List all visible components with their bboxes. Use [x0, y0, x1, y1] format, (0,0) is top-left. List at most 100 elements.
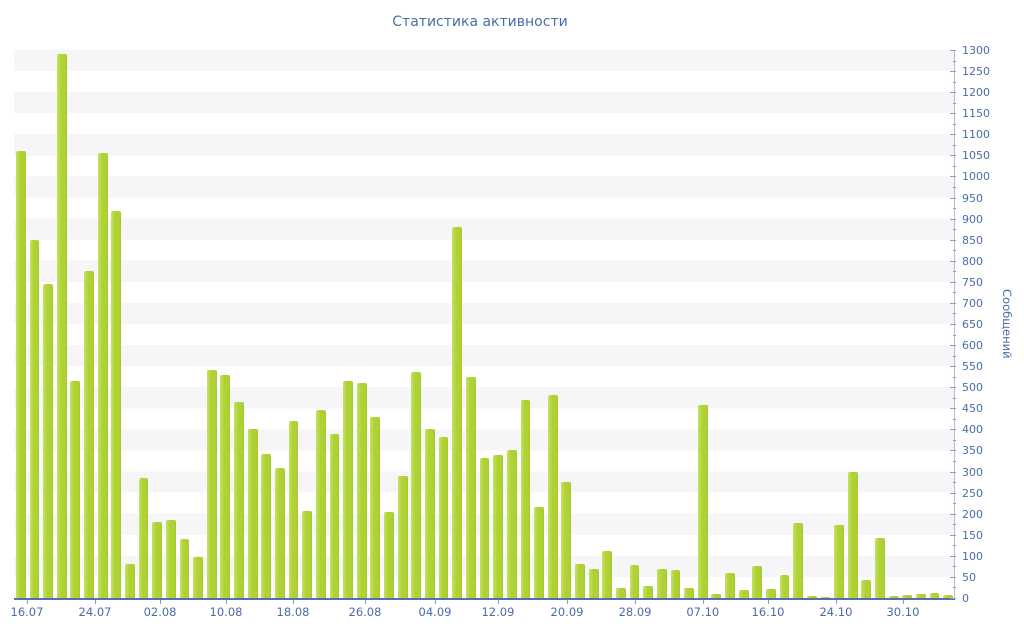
- bar[interactable]: [643, 586, 654, 598]
- bar[interactable]: [15, 150, 26, 598]
- bar[interactable]: [234, 402, 244, 598]
- bar[interactable]: [520, 399, 531, 598]
- bar[interactable]: [861, 579, 872, 598]
- bar[interactable]: [206, 370, 217, 598]
- y-major-tick: [950, 134, 956, 136]
- bar[interactable]: [725, 572, 735, 598]
- y-major-tick: [950, 176, 956, 178]
- bar[interactable]: [56, 54, 67, 598]
- y-minor-tick: [953, 524, 956, 526]
- bar[interactable]: [602, 550, 613, 598]
- y-minor-tick: [953, 208, 956, 210]
- bar[interactable]: [902, 595, 913, 598]
- y-tick-label: 750: [962, 275, 983, 289]
- x-tick-label: 07.10: [686, 605, 720, 619]
- bar[interactable]: [111, 210, 122, 598]
- bar[interactable]: [738, 590, 749, 598]
- y-tick-label: 1100: [962, 128, 990, 142]
- x-tick: [364, 600, 366, 604]
- bar[interactable]: [261, 454, 272, 598]
- bar[interactable]: [943, 595, 954, 598]
- y-minor-tick: [953, 439, 956, 441]
- bar[interactable]: [356, 383, 367, 598]
- bar[interactable]: [834, 525, 844, 598]
- bar[interactable]: [765, 589, 776, 598]
- bar[interactable]: [425, 428, 435, 598]
- y-major-tick: [950, 534, 956, 536]
- x-tick-label: 04.09: [418, 605, 452, 619]
- bar[interactable]: [752, 565, 763, 598]
- bar[interactable]: [506, 450, 517, 598]
- y-tick-label: 1250: [962, 65, 990, 79]
- bar[interactable]: [220, 374, 231, 598]
- x-tick-label: 26.08: [348, 605, 382, 619]
- y-minor-tick: [953, 292, 956, 294]
- bar[interactable]: [179, 539, 190, 598]
- bar[interactable]: [629, 565, 640, 598]
- bar[interactable]: [561, 481, 572, 598]
- bar[interactable]: [438, 437, 449, 598]
- y-minor-tick: [953, 461, 956, 462]
- bar[interactable]: [875, 538, 885, 598]
- bar[interactable]: [397, 475, 408, 598]
- y-tick-label: 350: [962, 444, 983, 458]
- bar[interactable]: [70, 380, 81, 598]
- bar[interactable]: [793, 522, 804, 598]
- x-tick-label: 24.07: [78, 605, 112, 619]
- bar[interactable]: [534, 507, 544, 598]
- bar[interactable]: [165, 520, 176, 598]
- bar[interactable]: [820, 597, 831, 598]
- bar[interactable]: [779, 574, 790, 598]
- bar[interactable]: [711, 593, 722, 598]
- y-tick-label: 100: [962, 549, 983, 563]
- y-tick-label: 0: [962, 592, 969, 605]
- x-tick: [702, 600, 704, 604]
- bar[interactable]: [43, 283, 53, 598]
- bar[interactable]: [547, 394, 558, 598]
- bar[interactable]: [125, 564, 135, 598]
- y-major-tick: [950, 50, 956, 51]
- bar[interactable]: [152, 522, 163, 598]
- bar[interactable]: [370, 416, 381, 598]
- bar[interactable]: [302, 510, 313, 598]
- bar[interactable]: [384, 511, 394, 598]
- bar[interactable]: [670, 570, 681, 598]
- bar[interactable]: [615, 588, 626, 598]
- bar[interactable]: [806, 595, 817, 598]
- bar[interactable]: [493, 454, 504, 598]
- x-tick: [635, 600, 637, 604]
- bar[interactable]: [288, 420, 299, 598]
- bar[interactable]: [452, 227, 463, 598]
- x-tick-label: 16.10: [751, 605, 785, 619]
- x-tick-label: 16.07: [10, 605, 44, 619]
- bar[interactable]: [588, 569, 599, 598]
- bar[interactable]: [29, 239, 40, 598]
- bar[interactable]: [315, 410, 326, 598]
- bar[interactable]: [656, 568, 667, 598]
- bar[interactable]: [929, 593, 940, 598]
- bar[interactable]: [343, 380, 354, 598]
- bar[interactable]: [697, 404, 708, 598]
- y-minor-tick: [953, 313, 956, 315]
- bar[interactable]: [465, 376, 476, 598]
- bar[interactable]: [138, 477, 149, 598]
- x-tick-label: 10.08: [209, 605, 243, 619]
- bar[interactable]: [329, 434, 340, 598]
- bar[interactable]: [247, 429, 258, 598]
- bar[interactable]: [97, 153, 108, 598]
- y-major-tick: [950, 471, 956, 473]
- bar[interactable]: [479, 457, 490, 598]
- y-major-tick: [950, 260, 956, 262]
- bar[interactable]: [275, 467, 285, 598]
- bar[interactable]: [915, 594, 926, 598]
- bar[interactable]: [193, 557, 203, 598]
- y-minor-tick: [953, 587, 956, 589]
- bar[interactable]: [888, 595, 899, 598]
- bar[interactable]: [847, 471, 858, 598]
- bar[interactable]: [84, 271, 94, 598]
- bar[interactable]: [684, 588, 694, 598]
- y-tick-label: 1050: [962, 149, 990, 163]
- bar[interactable]: [411, 372, 422, 598]
- bar[interactable]: [575, 564, 585, 598]
- y-major-tick: [950, 492, 956, 494]
